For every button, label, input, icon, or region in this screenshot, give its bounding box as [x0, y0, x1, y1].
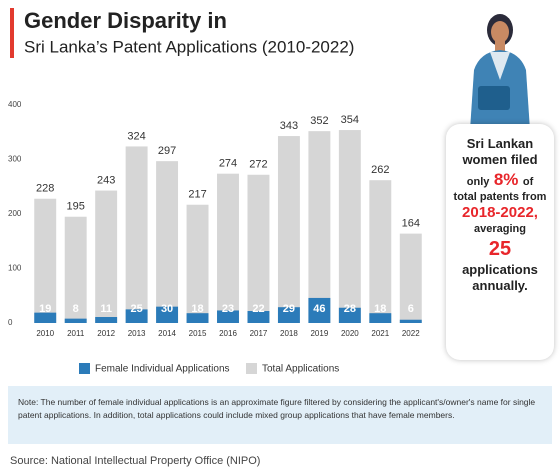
x-tick-label: 2019: [310, 329, 328, 338]
total-label: 272: [249, 159, 267, 171]
female-label: 30: [161, 303, 173, 315]
female-label: 11: [100, 303, 112, 315]
page: Gender Disparity in Sri Lanka’s Patent A…: [0, 0, 560, 474]
illustration: [470, 14, 530, 130]
callout-text: total patents from: [446, 191, 554, 205]
x-tick-label: 2011: [67, 329, 85, 338]
total-bar: [278, 136, 300, 323]
total-bar: [156, 161, 178, 323]
total-bar: [126, 146, 148, 323]
note: Note: The number of female individual ap…: [8, 386, 552, 444]
callout-text: annually.: [446, 278, 554, 294]
total-bar: [217, 174, 239, 323]
legend-label: Total Applications: [262, 364, 339, 375]
total-bar: [369, 180, 391, 323]
female-bar: [65, 319, 87, 323]
x-tick-label: 2022: [402, 329, 420, 338]
female-bar: [400, 320, 422, 323]
callout-highlight: 25: [446, 237, 554, 262]
total-label: 164: [402, 218, 420, 230]
callout-text: women filed: [446, 152, 554, 168]
chart-subtitle: Sri Lanka’s Patent Applications (2010-20…: [24, 37, 354, 56]
chart-title: Gender Disparity in: [24, 8, 227, 33]
legend-label: Female Individual Applications: [95, 364, 230, 375]
y-tick-label: 300: [8, 155, 22, 164]
legend-swatch: [246, 363, 257, 374]
x-tick-label: 2020: [341, 329, 359, 338]
callout-text: averaging: [446, 223, 554, 237]
total-label: 352: [310, 115, 328, 127]
female-label: 29: [283, 303, 295, 315]
female-label: 6: [408, 303, 414, 315]
y-tick-label: 400: [8, 100, 22, 109]
total-label: 228: [36, 183, 54, 195]
total-label: 324: [127, 130, 145, 142]
total-label: 343: [280, 120, 298, 132]
total-label: 274: [219, 158, 237, 170]
y-tick-label: 0: [8, 318, 13, 327]
x-tick-label: 2010: [36, 329, 54, 338]
x-tick-label: 2012: [97, 329, 115, 338]
callout-text: of: [523, 176, 533, 188]
female-label: 22: [252, 303, 264, 315]
callout-text: Sri Lankan: [446, 136, 554, 152]
callout-highlight: 8%: [494, 170, 519, 189]
total-bar: [308, 131, 330, 323]
total-label: 297: [158, 145, 176, 157]
total-label: 195: [67, 201, 85, 213]
callout-text: applications: [446, 262, 554, 278]
total-bar: [247, 175, 269, 323]
female-label: 18: [191, 303, 203, 315]
y-tick-label: 200: [8, 209, 22, 218]
legend-swatch: [79, 363, 90, 374]
x-tick-label: 2014: [158, 329, 176, 338]
total-label: 217: [188, 189, 206, 201]
female-label: 23: [222, 303, 234, 315]
female-bar: [95, 317, 117, 323]
total-label: 262: [371, 164, 389, 176]
female-label: 18: [374, 303, 386, 315]
callout-text: only: [467, 176, 490, 188]
x-tick-label: 2017: [250, 329, 268, 338]
total-label: 243: [97, 174, 115, 186]
female-label: 8: [73, 303, 79, 315]
title-accent: [10, 8, 14, 58]
callout-highlight: 2018-2022,: [446, 204, 554, 223]
x-tick-label: 2016: [219, 329, 237, 338]
callout: Sri Lankan women filed only 8% of total …: [446, 124, 554, 360]
source: Source: National Intellectual Property O…: [10, 455, 260, 467]
x-tick-label: 2015: [189, 329, 207, 338]
total-label: 354: [341, 114, 359, 126]
total-bar: [339, 130, 361, 323]
x-tick-label: 2013: [128, 329, 146, 338]
female-label: 25: [130, 303, 142, 315]
female-label: 19: [39, 303, 51, 315]
female-label: 46: [313, 303, 325, 315]
y-tick-label: 100: [8, 264, 22, 273]
x-tick-label: 2018: [280, 329, 298, 338]
x-tick-label: 2021: [371, 329, 389, 338]
female-label: 28: [344, 303, 356, 315]
